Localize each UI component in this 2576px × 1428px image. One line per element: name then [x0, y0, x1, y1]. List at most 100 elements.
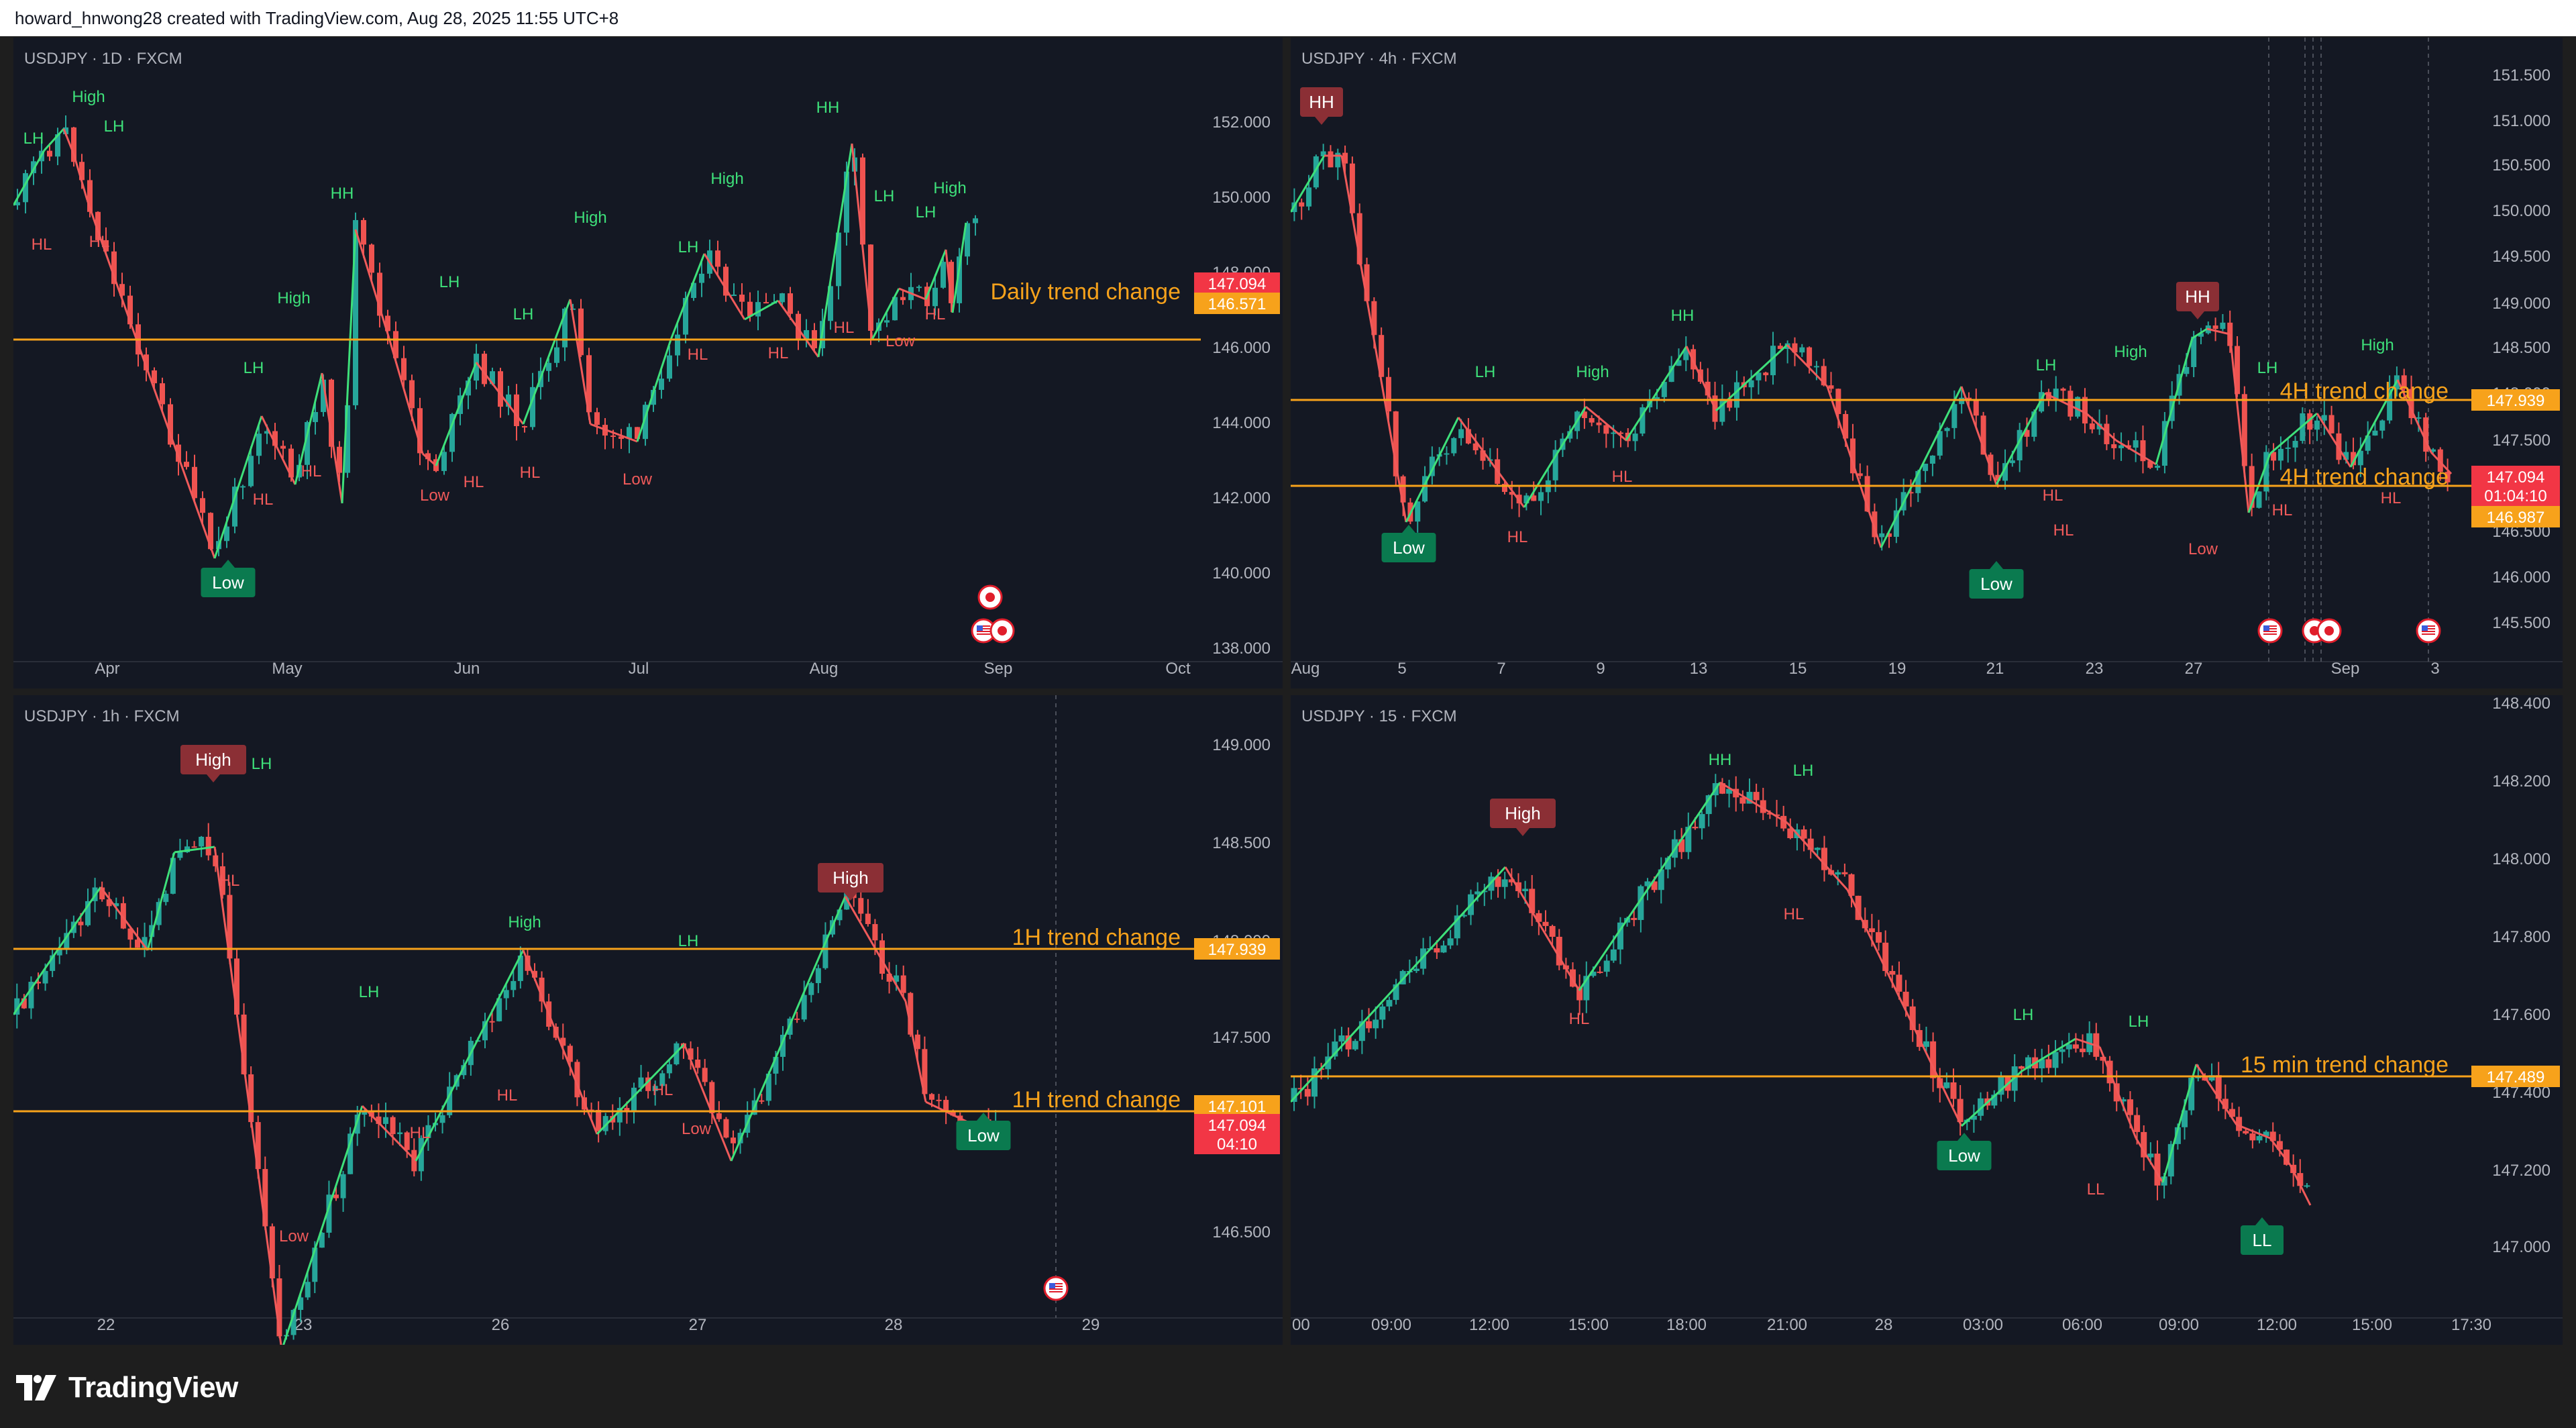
candle-down — [269, 1226, 275, 1279]
chart-pane-1h[interactable]: 149.000148.500148.000147.500147.000146.5… — [13, 695, 1283, 1345]
candle-up — [503, 990, 509, 999]
candle-up — [496, 998, 502, 1021]
candle-down — [747, 301, 753, 317]
candle-down — [586, 355, 592, 413]
candle-up — [1447, 938, 1454, 946]
pivot-low-badge: Low — [1381, 525, 1436, 562]
zigzag-segment — [851, 143, 873, 340]
badge-background — [1969, 569, 2024, 599]
candle-up — [1393, 984, 1399, 1001]
tradingview-logo[interactable]: TradingView — [16, 1371, 238, 1405]
candle-up — [1460, 915, 1467, 917]
us-flag-icon[interactable] — [971, 618, 996, 644]
trend-change-label: Daily trend change — [990, 279, 1181, 305]
candle-up — [1998, 1077, 2004, 1095]
candle-down — [702, 1068, 708, 1082]
time-axis-tick: 06:00 — [2062, 1316, 2102, 1334]
zigzag-segment — [951, 222, 967, 313]
candle-down — [624, 1108, 630, 1111]
candle-up — [602, 1116, 608, 1131]
price-axis-tick: 146.000 — [2492, 568, 2551, 586]
time-axis-tick: 12:00 — [2257, 1316, 2297, 1334]
candle-down — [865, 913, 871, 925]
candle-up — [517, 955, 523, 981]
candle-down — [1556, 936, 1562, 966]
candle-up — [1923, 1041, 1929, 1048]
price-axis-tick: 147.000 — [2492, 1238, 2551, 1256]
pivot-label: LH — [513, 305, 534, 323]
pivot-label: HH — [1709, 751, 1732, 769]
pivot-low-badge: Low — [201, 560, 256, 597]
pivot-low-badge: Low — [1969, 561, 2024, 599]
candle-up — [1603, 960, 1610, 972]
pivot-label: LH — [1475, 363, 1496, 381]
candle-down — [144, 354, 149, 370]
candle-down — [1849, 438, 1856, 474]
candle-down — [1678, 839, 1685, 852]
candle-up — [638, 1077, 644, 1088]
zigzag-segment — [1786, 821, 1849, 891]
price-tag-text: 147.939 — [1208, 941, 1267, 959]
candle-down — [900, 297, 906, 301]
candle-up — [466, 380, 471, 396]
price-axis-tick: 149.000 — [1212, 736, 1271, 754]
time-axis-tick: 9 — [1596, 660, 1605, 678]
candle-down — [2111, 444, 2117, 448]
candle-up — [2285, 447, 2291, 449]
trend-price-tag — [2471, 506, 2560, 527]
last-price-tag — [2471, 484, 2560, 506]
price-tag-text: 147.094 — [2487, 468, 2545, 487]
pivot-label: LH — [359, 983, 380, 1001]
candle-down — [262, 1169, 268, 1227]
time-axis-tick: 28 — [1875, 1316, 1893, 1334]
candle-down — [1472, 443, 1479, 451]
candle-up — [1413, 968, 1419, 972]
candle-up — [149, 925, 155, 937]
candle-down — [1631, 917, 1638, 920]
candle-up — [1685, 827, 1692, 852]
time-axis-tick: 27 — [689, 1316, 707, 1334]
candle-down — [2080, 1048, 2086, 1052]
candle-down — [1973, 400, 1979, 416]
candle-up — [326, 1194, 332, 1233]
chart-pane-15m[interactable]: 148.400 148.200 148.000 147.800 147.600 147.4… — [1291, 695, 2563, 1345]
candle-down — [1902, 991, 1909, 1007]
candle-up — [1699, 814, 1705, 829]
candle-up — [1552, 450, 1558, 480]
jp-flag-icon[interactable] — [989, 618, 1015, 644]
candle-down — [1760, 800, 1766, 813]
candle-down — [36, 982, 41, 984]
jp-flag-icon[interactable] — [977, 584, 1003, 610]
candle-down — [794, 1018, 800, 1020]
candle-up — [1422, 476, 1428, 502]
candle-down — [241, 1014, 247, 1074]
candle-down — [914, 1034, 920, 1050]
badge-text: Low — [212, 572, 244, 593]
us-flag-icon[interactable] — [2316, 618, 2342, 644]
chart-pane-4h[interactable]: 151.500 151.000 150.500 150.000 149.500 149.0… — [1291, 38, 2563, 688]
candle-down — [1889, 970, 1896, 975]
zigzag-segment — [13, 150, 46, 206]
chart-pane-daily[interactable]: 152.000150.000148.000146.000144.000142.0… — [13, 38, 1283, 688]
flag-stripe — [2263, 633, 2277, 635]
candle-down — [723, 1119, 729, 1138]
candle-up — [808, 983, 814, 995]
candle-up — [1320, 151, 1326, 157]
candle-up — [828, 286, 833, 321]
time-axis-tick: 15:00 — [1568, 1316, 1609, 1334]
flag-stripe — [1049, 1288, 1063, 1290]
candle-down — [2307, 413, 2313, 430]
us-flag-icon[interactable] — [1043, 1276, 1069, 1301]
candle-down — [288, 448, 294, 478]
candle-down — [2134, 1115, 2141, 1132]
pivot-label: Low — [420, 487, 450, 505]
pivot-high-badge: HH — [2176, 282, 2219, 319]
us-flag-icon[interactable] — [2257, 618, 2283, 644]
candle-up — [2191, 336, 2197, 368]
time-axis-tick: Oct — [1165, 660, 1191, 678]
candle-up — [1991, 1094, 1998, 1106]
pivot-label: LH — [2129, 1013, 2149, 1031]
candle-down — [1603, 425, 1609, 434]
us-flag-icon[interactable] — [2416, 618, 2441, 644]
candle-up — [1454, 915, 1460, 939]
